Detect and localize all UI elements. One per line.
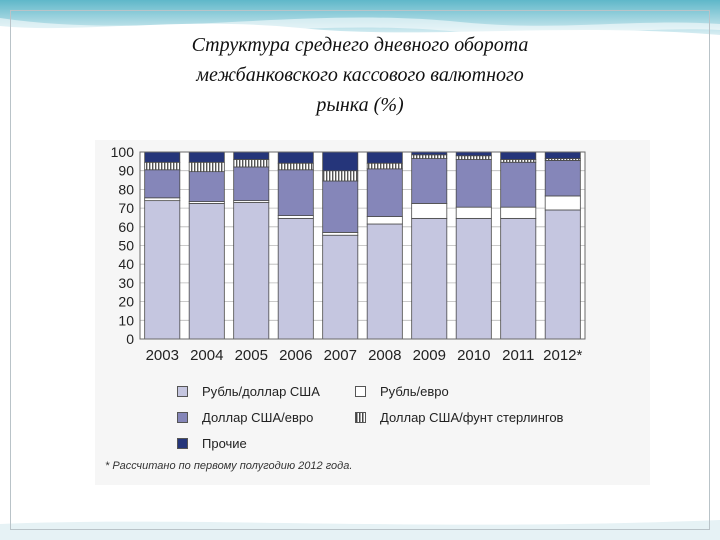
y-tick-label: 80 (118, 181, 134, 197)
bar-segment-usd_eur (455, 159, 492, 208)
x-tick-label: 2007 (324, 347, 357, 364)
bar-segment-usd_eur (144, 169, 181, 199)
y-tick-label: 30 (118, 275, 134, 291)
chart-bars (144, 151, 581, 340)
stacked-bar-chart: 0 10 20 30 40 50 60 70 80 90 100 2003 2004 2005 2006 20… (95, 140, 650, 485)
legend-label-rub-usd: Рубль/доллар США (202, 384, 320, 399)
legend-label-other: Прочие (202, 436, 247, 451)
bar-segment-rub_eur (544, 195, 581, 211)
bar-segment-other (500, 151, 537, 160)
bar-segment-other (188, 151, 225, 163)
bar-segment-usd_gbp (411, 154, 448, 159)
bar-segment-other (233, 151, 270, 160)
legend-swatch-usd-gbp (355, 412, 366, 423)
bar-segment-usd_gbp (144, 161, 181, 171)
bar-segment-rub_usd (411, 217, 448, 340)
bar-segment-usd_eur (500, 161, 537, 208)
bar-segment-usd_eur (277, 169, 314, 216)
y-tick-label: 40 (118, 256, 134, 272)
slide-title: Структура среднего дневного оборота межб… (110, 30, 610, 120)
bar-segment-usd_eur (322, 180, 359, 233)
bar-segment-usd_eur (544, 160, 581, 197)
x-tick-label: 2011 (502, 347, 534, 364)
bar-segment-usd_gbp (455, 155, 492, 160)
bar-segment-rub_eur (277, 215, 314, 219)
bar-segment-usd_eur (233, 166, 270, 202)
y-tick-label: 10 (118, 312, 134, 328)
legend-swatch-rub-eur (355, 386, 366, 397)
bar-segment-usd_gbp (188, 161, 225, 173)
bar-segment-rub_eur (411, 203, 448, 219)
bar-segment-usd_gbp (500, 159, 537, 163)
bar-segment-usd_gbp (366, 162, 403, 170)
title-line-3: рынка (%) (316, 94, 404, 116)
bar-segment-other (455, 151, 492, 157)
bar-segment-usd_gbp (322, 170, 359, 182)
bar-segment-rub_eur (366, 216, 403, 225)
x-tick-label: 2005 (235, 347, 268, 364)
legend-swatch-usd-eur (177, 412, 188, 423)
bar-segment-rub_usd (366, 223, 403, 340)
plot-border (139, 151, 586, 340)
bar-segment-usd_gbp (233, 159, 270, 168)
bar-segment-usd_eur (188, 171, 225, 202)
x-tick-label: 2009 (413, 347, 446, 364)
y-tick-label: 0 (126, 331, 134, 347)
bar-segment-rub_eur (500, 206, 537, 219)
x-tick-label: 2003 (146, 347, 179, 364)
y-tick-label: 90 (118, 163, 134, 179)
bar-segment-rub_usd (544, 209, 581, 340)
bar-segment-other (322, 151, 359, 172)
x-tick-label: 2012* (543, 347, 582, 364)
y-tick-label: 20 (118, 294, 134, 310)
chart-axis: 0 10 20 30 40 50 60 70 80 90 100 2003 2004 2005 2006 20… (111, 144, 586, 364)
bar-segment-usd_eur (366, 168, 403, 217)
bar-segment-rub_eur (455, 206, 492, 219)
bar-segment-rub_usd (500, 217, 537, 340)
bar-segment-rub_usd (277, 217, 314, 340)
bar-segment-usd_gbp (277, 162, 314, 171)
y-tick-label: 50 (118, 238, 134, 254)
bar-segment-rub_usd (188, 203, 225, 340)
bar-segment-other (277, 151, 314, 164)
bar-segment-rub_usd (144, 200, 181, 340)
x-tick-label: 2006 (279, 347, 312, 364)
legend-item-usd-gbp: Доллар США/фунт стерлингов (355, 410, 563, 425)
legend-item-rub-usd: Рубль/доллар США (177, 384, 320, 399)
y-tick-label: 70 (118, 200, 134, 216)
title-line-1: Структура среднего дневного оборота (191, 34, 529, 56)
y-tick-label: 100 (111, 144, 135, 160)
legend-item-other: Прочие (177, 436, 247, 451)
legend-item-rub-eur: Рубль/евро (355, 384, 449, 399)
bar-segment-usd_eur (411, 158, 448, 204)
bar-segment-other (544, 151, 581, 159)
bar-segment-other (144, 151, 181, 163)
legend-item-usd-eur: Доллар США/евро (177, 410, 313, 425)
legend-swatch-rub-usd (177, 386, 188, 397)
bar-segment-rub_eur (322, 232, 359, 236)
x-tick-label: 2008 (368, 347, 401, 364)
legend-label-rub-eur: Рубль/евро (380, 384, 449, 399)
legend-swatch-other (177, 438, 188, 449)
bar-segment-other (366, 151, 403, 164)
bar-segment-rub_usd (455, 217, 492, 340)
bar-segment-rub_usd (233, 202, 270, 340)
y-tick-label: 60 (118, 219, 134, 235)
legend-label-usd-gbp: Доллар США/фунт стерлингов (380, 410, 564, 425)
x-tick-label: 2004 (190, 347, 223, 364)
chart-footnote: * Рассчитано по первому полугодию 2012 г… (105, 460, 353, 472)
title-line-2: межбанковского кассового валютного (196, 64, 524, 86)
bar-segment-rub_usd (322, 234, 359, 340)
bar-segment-rub_eur (144, 197, 181, 202)
legend-label-usd-eur: Доллар США/евро (202, 410, 314, 425)
x-tick-label: 2010 (457, 347, 490, 364)
